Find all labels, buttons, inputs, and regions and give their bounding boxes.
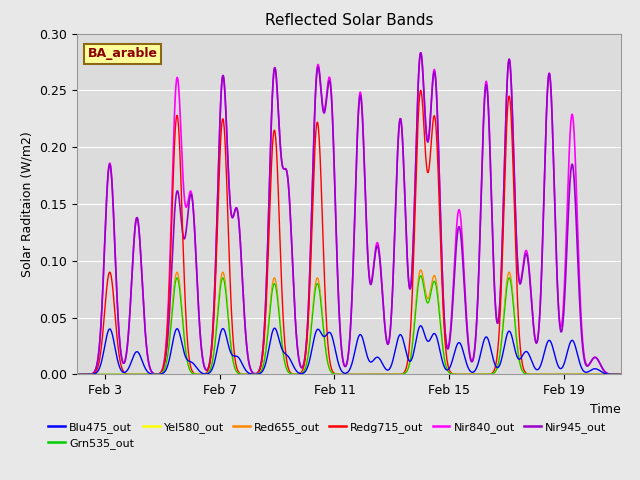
Y-axis label: Solar Raditaion (W/m2): Solar Raditaion (W/m2) [20, 131, 33, 277]
X-axis label: Time: Time [590, 403, 621, 416]
Legend: Blu475_out, Grn535_out, Yel580_out, Red655_out, Redg715_out, Nir840_out, Nir945_: Blu475_out, Grn535_out, Yel580_out, Red6… [44, 418, 611, 454]
Text: BA_arable: BA_arable [88, 48, 157, 60]
Title: Reflected Solar Bands: Reflected Solar Bands [264, 13, 433, 28]
